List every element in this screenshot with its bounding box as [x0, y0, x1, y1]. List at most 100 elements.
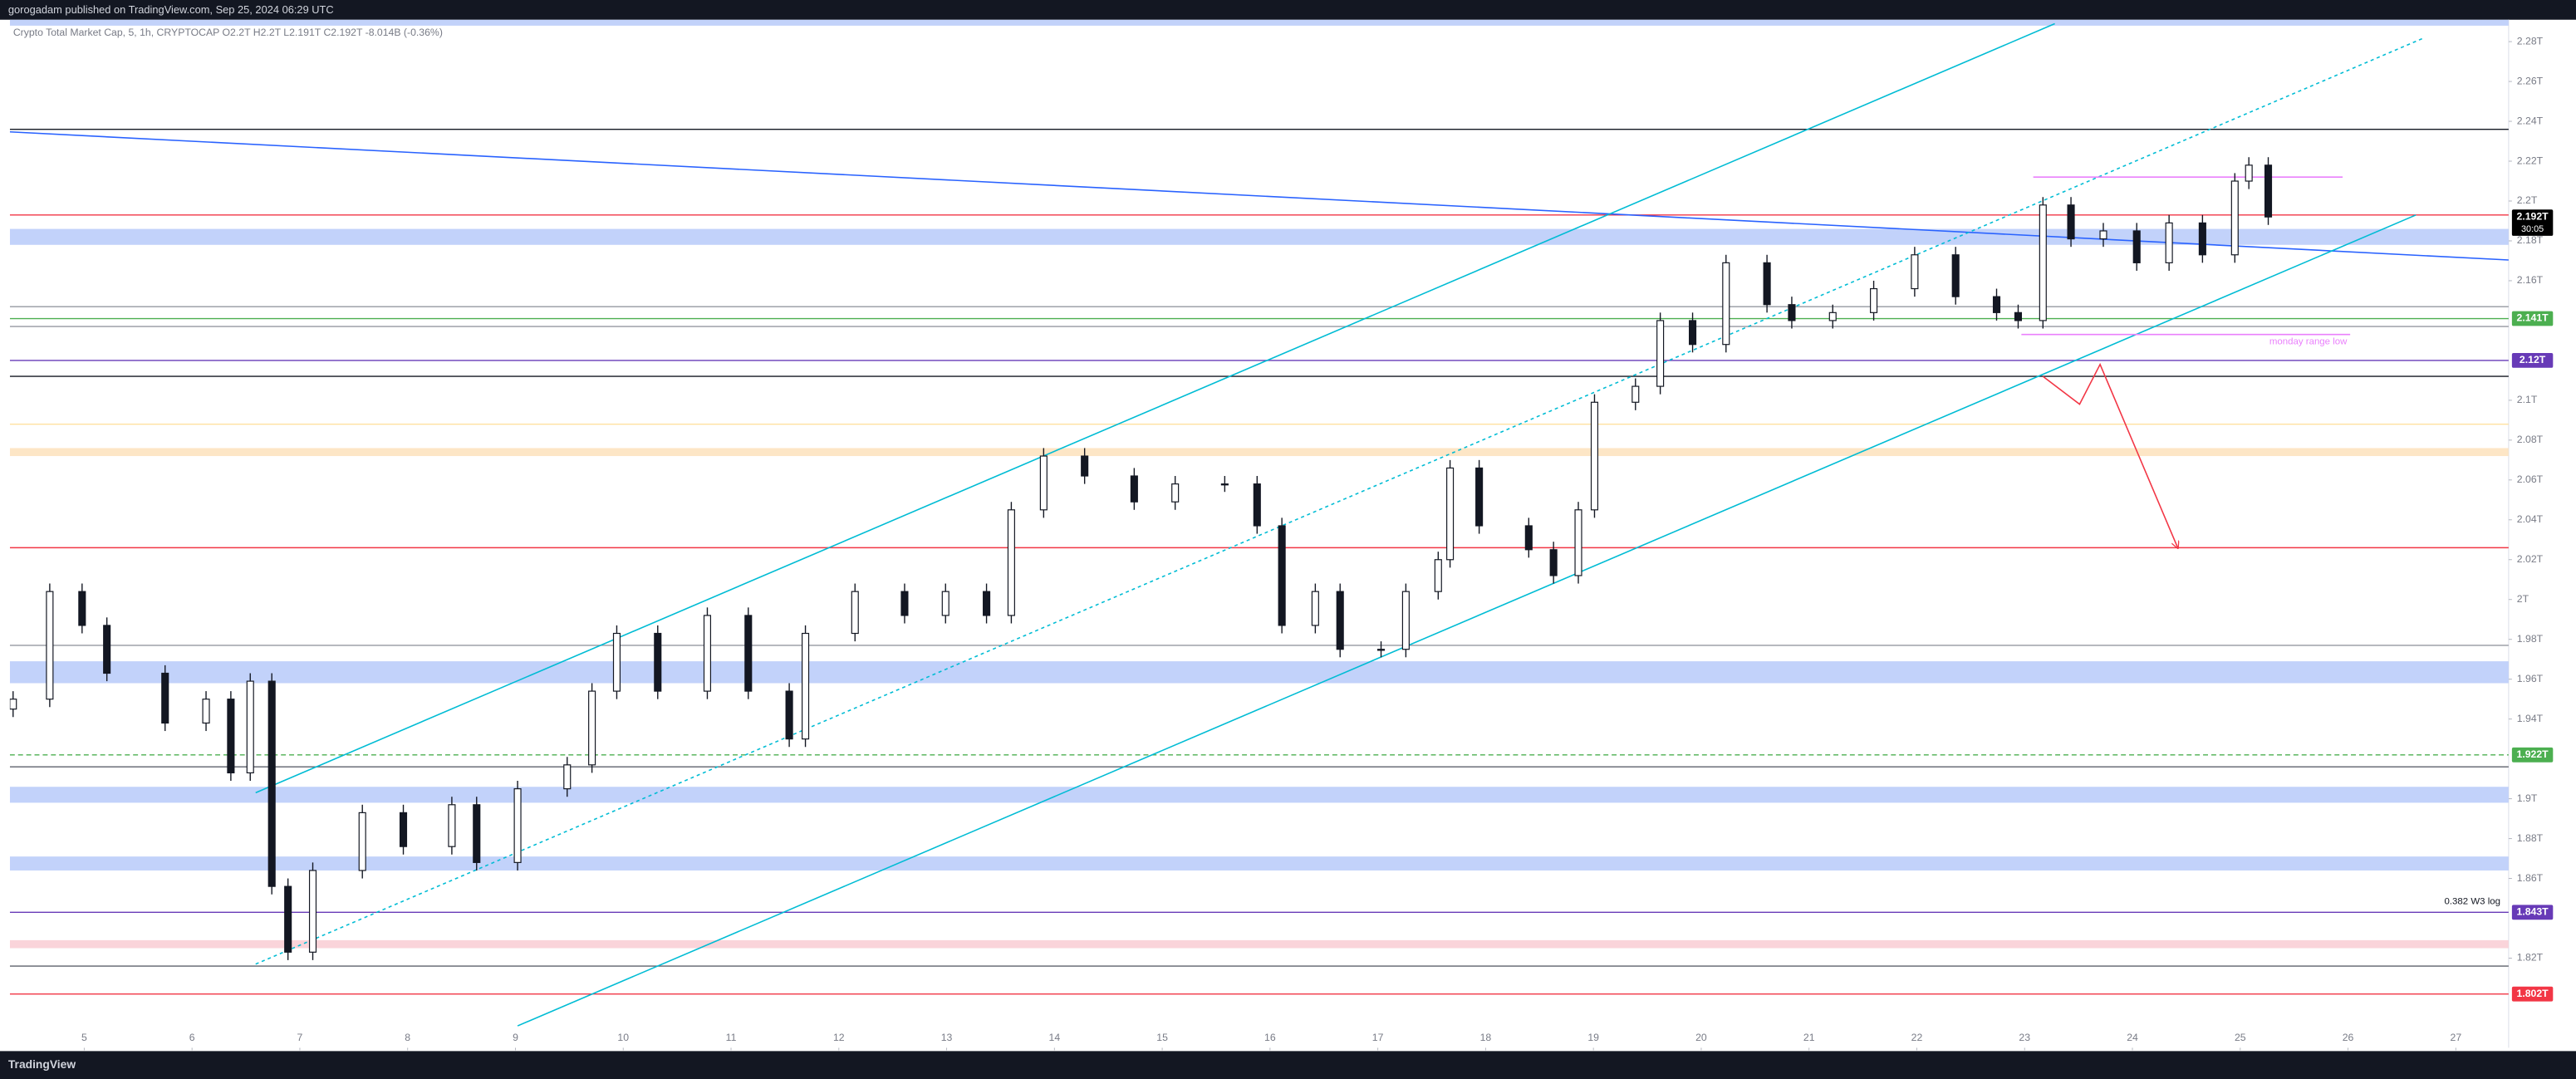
candle-body: [2099, 230, 2107, 240]
byline: gorogadam published on TradingView.com, …: [8, 3, 334, 16]
trend-line: [255, 37, 2426, 965]
y-tick-label: 2.02T: [2517, 553, 2544, 565]
price-label: 2.141T: [2511, 311, 2554, 326]
y-tick-label: 2.18T: [2517, 234, 2544, 246]
candle-body: [744, 615, 753, 692]
y-tick-label: 2.1T: [2517, 394, 2538, 405]
candle-body: [9, 699, 17, 710]
candle-body: [202, 699, 210, 724]
price-label: 2.192T 30:05: [2511, 209, 2554, 236]
x-tick-label: 24: [2127, 1032, 2138, 1043]
trend-line: [517, 214, 2417, 1027]
candle-body: [1278, 525, 1286, 626]
candle-body: [1590, 401, 1599, 511]
candle-body: [399, 812, 408, 847]
candle-body: [1763, 262, 1771, 306]
x-tick-label: 17: [1372, 1032, 1384, 1043]
zone: [9, 856, 2509, 871]
overlay: 2.28T 2.26T 2.24T 2.22T 2.2T 2.18T 2.16T 2.1T 2.…: [81, 35, 2554, 1051]
candle-body: [1171, 483, 1180, 503]
zone: [9, 19, 2509, 26]
candle-body: [654, 632, 662, 692]
x-tick-label: 23: [2019, 1032, 2030, 1043]
y-tick-label: 2.26T: [2517, 75, 2544, 86]
y-tick-label: 1.96T: [2517, 673, 2544, 684]
candle-body: [588, 690, 596, 766]
candle-body: [2198, 222, 2206, 256]
x-tick-label: 21: [1803, 1032, 1815, 1043]
price-label-text: 2.192T: [2517, 210, 2549, 222]
candle-body: [1722, 262, 1730, 346]
candle-body: [358, 812, 366, 871]
price-label: 1.922T: [2511, 747, 2554, 763]
candle-body: [983, 591, 991, 616]
candle-body: [802, 632, 810, 740]
x-tick-label: 11: [726, 1032, 737, 1043]
candle-body: [46, 591, 54, 700]
price-label-text: 2.141T: [2517, 312, 2549, 324]
x-tick-label: 20: [1695, 1032, 1707, 1043]
price-label-text: 2.12T: [2520, 354, 2546, 365]
bottom-bar: [0, 1051, 2576, 1079]
candle-body: [2264, 164, 2273, 218]
candle-body: [227, 699, 235, 774]
candle-body: [246, 680, 254, 774]
price-label: 1.843T: [2511, 905, 2554, 920]
candle-body: [1549, 549, 1558, 576]
candle-body: [785, 690, 793, 740]
x-tick-label: 7: [297, 1032, 303, 1043]
candle-body: [1401, 591, 1410, 650]
candle-body: [448, 804, 456, 847]
x-tick-label: 18: [1480, 1032, 1492, 1043]
y-tick-label: 2.16T: [2517, 274, 2544, 286]
candle-body: [1911, 254, 1919, 290]
price-label-text: 1.802T: [2517, 988, 2549, 999]
y-tick-label: 2T: [2517, 593, 2529, 605]
candle-body: [2132, 230, 2141, 263]
candle-body: [2014, 311, 2023, 321]
x-tick-label: 9: [513, 1032, 518, 1043]
candle-body: [1689, 320, 1697, 346]
projection-arrow: [2042, 362, 2177, 548]
trend-line: [9, 130, 2509, 261]
x-tick-label: 25: [2235, 1032, 2246, 1043]
price-label-box: [2511, 905, 2554, 920]
y-tick-label: 2.22T: [2517, 154, 2544, 166]
candle-body: [161, 672, 169, 724]
candle-body: [267, 680, 276, 887]
x-tick-label: 8: [405, 1032, 410, 1043]
annotation: monday range low: [2269, 336, 2348, 346]
x-tick-label: 16: [1264, 1032, 1276, 1043]
y-tick-label: 1.86T: [2517, 872, 2544, 884]
countdown: 30:05: [2521, 224, 2544, 234]
candle-body: [1446, 467, 1455, 561]
zone: [9, 787, 2509, 803]
annotation: 0.382 W3 log: [2445, 896, 2501, 906]
zone: [9, 661, 2509, 684]
candle-body: [513, 788, 522, 863]
x-tick-label: 27: [2451, 1032, 2462, 1043]
candle-body: [473, 804, 481, 863]
zone: [9, 228, 2509, 245]
candle-body: [1870, 287, 1878, 313]
y-tick-label: 1.98T: [2517, 633, 2544, 645]
price-label-box: [2511, 352, 2554, 368]
candle-body: [851, 591, 859, 635]
y-tick-label: 2.2T: [2517, 194, 2538, 206]
top-bar: [0, 0, 2576, 20]
candle-body: [78, 591, 86, 626]
price-label-box: [2511, 986, 2554, 1002]
x-tick-label: 26: [2343, 1032, 2354, 1043]
x-tick-label: 14: [1049, 1032, 1061, 1043]
candle-body: [612, 632, 621, 692]
plot-area: [9, 19, 2509, 1027]
y-tick-label: 2.28T: [2517, 35, 2544, 47]
candle-body: [1524, 525, 1533, 551]
zone: [9, 448, 2509, 457]
candle-body: [284, 885, 292, 953]
candle-body: [703, 615, 712, 692]
candle-body: [1656, 320, 1665, 387]
candle-body: [2165, 222, 2173, 263]
price-label: 1.802T: [2511, 986, 2554, 1002]
